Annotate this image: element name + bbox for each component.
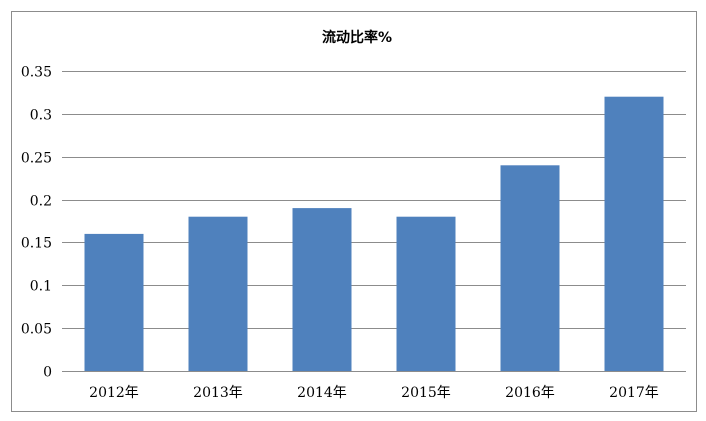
bar: [188, 216, 248, 371]
y-tick-label: 0.1: [30, 279, 52, 295]
chart-title: 流动比率%: [322, 29, 392, 46]
bar: [84, 233, 144, 371]
y-tick-label: 0.15: [21, 236, 52, 252]
y-tick-label: 0: [43, 365, 52, 381]
bar: [292, 208, 352, 371]
x-axis-ticks: 2012年 2013年 2014年 2015年 2016年 2017年: [89, 385, 659, 401]
x-tick-label: 2012年: [89, 385, 139, 401]
y-tick-label: 0.25: [21, 151, 52, 167]
y-tick-label: 0.3: [30, 108, 52, 124]
bar-series: [84, 96, 664, 371]
y-tick-label: 0.2: [30, 194, 52, 210]
bar: [604, 96, 664, 371]
x-tick-label: 2014年: [297, 385, 347, 401]
bar: [500, 165, 560, 371]
x-tick-label: 2015年: [401, 385, 451, 401]
x-tick-label: 2016年: [505, 385, 555, 401]
y-axis-ticks: 0 0.05 0.1 0.15 0.2 0.25 0.3 0.35: [21, 65, 52, 381]
y-tick-label: 0.35: [21, 65, 52, 81]
x-tick-label: 2017年: [609, 385, 659, 401]
x-tick-label: 2013年: [193, 385, 243, 401]
bar: [396, 216, 456, 371]
y-tick-label: 0.05: [21, 322, 52, 338]
grid-lines: [62, 71, 686, 372]
